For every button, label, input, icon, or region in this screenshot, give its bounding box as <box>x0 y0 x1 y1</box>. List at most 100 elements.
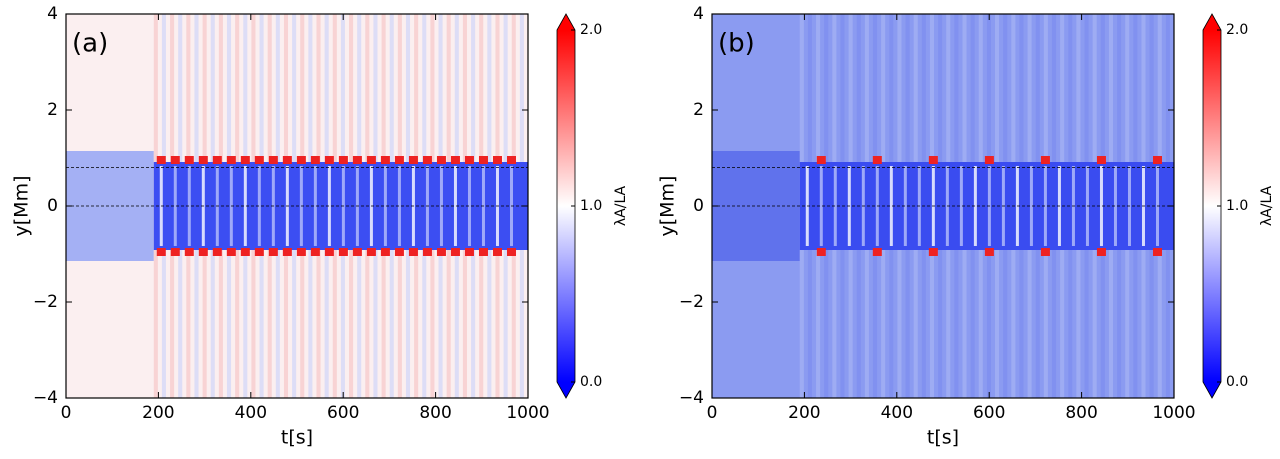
field-edge <box>450 248 460 256</box>
x-tick-label: 400 <box>881 403 913 423</box>
field-edge <box>1040 156 1050 164</box>
field-edge <box>928 156 938 164</box>
x-tick-label: 1000 <box>506 403 549 423</box>
field-edge <box>408 248 418 256</box>
y-tick-label: 0 <box>693 196 704 216</box>
colorbar-label: λA/LA <box>613 185 629 226</box>
field-edge <box>872 248 882 256</box>
field-edge <box>492 156 502 164</box>
field-edge <box>156 248 166 256</box>
field-edge <box>816 248 826 256</box>
y-tick-label: 2 <box>693 100 704 120</box>
field-ring <box>833 166 837 246</box>
field-ring <box>243 166 247 246</box>
panel-label: (b) <box>718 29 755 59</box>
field-edge <box>394 156 404 164</box>
y-axis-label: y[Mm] <box>11 176 33 237</box>
field-edge <box>380 156 390 164</box>
field-edge <box>408 156 418 164</box>
field-edge <box>324 156 334 164</box>
field-edge <box>1040 248 1050 256</box>
x-tick-label: 400 <box>235 403 267 423</box>
field-edge <box>310 156 320 164</box>
field-ring <box>173 166 177 246</box>
field-ring <box>327 166 331 246</box>
field-edge <box>464 248 474 256</box>
field-edge <box>170 156 180 164</box>
field-ring <box>397 166 401 246</box>
field-ring <box>1113 166 1117 246</box>
field-edge <box>422 248 432 256</box>
y-tick-label: 4 <box>47 4 58 24</box>
field-edge <box>282 156 292 164</box>
x-axis-label: t[s] <box>281 427 313 449</box>
field-ring <box>453 166 457 246</box>
x-tick-label: 600 <box>327 403 359 423</box>
field-early-band <box>712 151 800 261</box>
field-edge <box>240 156 250 164</box>
field-edge <box>984 156 994 164</box>
field-edge <box>394 248 404 256</box>
field-ring <box>257 166 261 246</box>
field-edge <box>184 156 194 164</box>
field-edge <box>1096 248 1106 256</box>
field-edge <box>478 248 488 256</box>
y-tick-label: −2 <box>33 292 58 312</box>
field-edge <box>436 248 446 256</box>
field-edge <box>872 156 882 164</box>
field-edge <box>226 248 236 256</box>
field-edge <box>170 248 180 256</box>
field-edge <box>1152 156 1162 164</box>
colorbar-extend-bottom <box>557 382 575 398</box>
y-tick-label: 0 <box>47 196 58 216</box>
colorbar-extend-top <box>557 14 575 30</box>
y-tick-label: −4 <box>679 388 704 408</box>
x-axis-label: t[s] <box>927 427 959 449</box>
field-ring <box>819 166 823 246</box>
field-edge <box>254 248 264 256</box>
x-tick-label: 800 <box>419 403 451 423</box>
field-edge <box>816 156 826 164</box>
field-ring <box>1099 166 1103 246</box>
field-edge <box>436 156 446 164</box>
colorbar-tick-label: 2.0 <box>1226 22 1248 38</box>
field-edge <box>422 156 432 164</box>
colorbar-extend-top <box>1203 14 1221 30</box>
field-edge <box>338 248 348 256</box>
field-edge <box>1152 248 1162 256</box>
x-tick-label: 0 <box>707 403 718 423</box>
field-edge <box>338 156 348 164</box>
field-edge <box>506 248 516 256</box>
field-edge <box>296 156 306 164</box>
field-edge <box>296 248 306 256</box>
field-edge <box>1096 156 1106 164</box>
y-axis-label: y[Mm] <box>657 176 679 237</box>
colorbar-tick-label: 0.0 <box>580 374 602 390</box>
colorbar-tick-label: 2.0 <box>580 22 602 38</box>
field-edge <box>984 248 994 256</box>
field-ring <box>187 166 191 246</box>
field-edge <box>352 156 362 164</box>
colorbar-tick-label: 0.0 <box>1226 374 1248 390</box>
field-early-band <box>66 151 154 261</box>
field-ring <box>1043 166 1047 246</box>
x-tick-label: 0 <box>61 403 72 423</box>
x-tick-label: 600 <box>973 403 1005 423</box>
colorbar <box>1203 30 1221 382</box>
field-edge <box>198 156 208 164</box>
y-tick-label: 2 <box>47 100 58 120</box>
field-edge <box>282 248 292 256</box>
panel-label: (a) <box>72 29 108 59</box>
field-edge <box>478 156 488 164</box>
field-ring <box>903 166 907 246</box>
x-tick-label: 200 <box>142 403 174 423</box>
field-ring <box>889 166 893 246</box>
field-ring <box>383 166 387 246</box>
y-tick-label: −4 <box>33 388 58 408</box>
field-edge <box>184 248 194 256</box>
field-ring <box>313 166 317 246</box>
y-tick-label: −2 <box>679 292 704 312</box>
field-edge <box>380 248 390 256</box>
field-edge <box>226 156 236 164</box>
